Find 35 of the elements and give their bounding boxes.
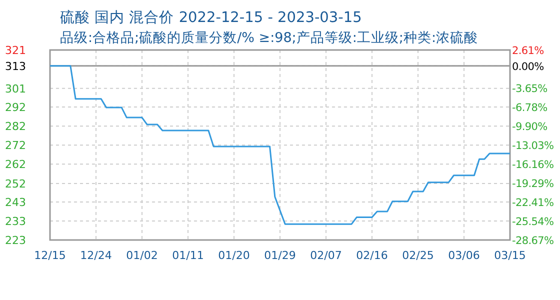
y-tick-label: 243 [5,196,26,209]
x-tick-label: 12/15 [34,249,66,262]
x-tick-label: 02/16 [356,249,388,262]
x-tick-label: 01/11 [172,249,204,262]
y-tick-label: 321 [5,44,26,57]
y2-tick-label: -3.65% [512,83,548,96]
y2-tick-label: -16.16% [512,159,554,172]
y-tick-label: 223 [5,234,26,247]
y2-tick-label: -6.78% [512,102,548,114]
y-tick-label: 282 [5,120,26,134]
y-tick-label: 252 [5,178,26,191]
x-tick-label: 03/06 [448,249,480,262]
x-tick-label: 01/29 [264,249,296,262]
x-tick-label: 02/25 [402,249,434,262]
y2-tick-label: -28.67% [512,235,554,247]
chart-title: 硫酸 国内 混合价 2022-12-15 - 2023-03-15 [60,9,362,26]
y2-tick-label: -19.29% [512,178,554,190]
x-tick-label: 02/07 [310,249,342,262]
chart-subtitle: 品级:合格品;硫酸的质量分数/% ≥:98;产品等级:工业级;种类:浓硫酸 [60,30,478,46]
y-tick-label: 313 [5,60,26,73]
y-tick-label: 292 [5,101,26,114]
y2-tick-label: -25.54% [512,216,554,228]
x-tick-label: 01/20 [218,249,250,262]
y2-tick-label: -9.90% [512,120,548,133]
x-tick-label: 03/15 [494,249,526,262]
y-tick-label: 272 [5,139,26,152]
y2-tick-label: 0.00% [512,60,544,73]
x-tick-label: 01/02 [126,249,158,262]
y2-tick-label: -13.03% [512,140,554,152]
y2-tick-label: 2.61% [512,45,544,57]
y-tick-label: 233 [5,214,26,228]
x-tick-label: 12/24 [80,249,112,262]
y-tick-label: 301 [5,82,26,96]
y-tick-label: 262 [5,158,26,172]
y2-tick-label: -22.41% [512,196,554,209]
